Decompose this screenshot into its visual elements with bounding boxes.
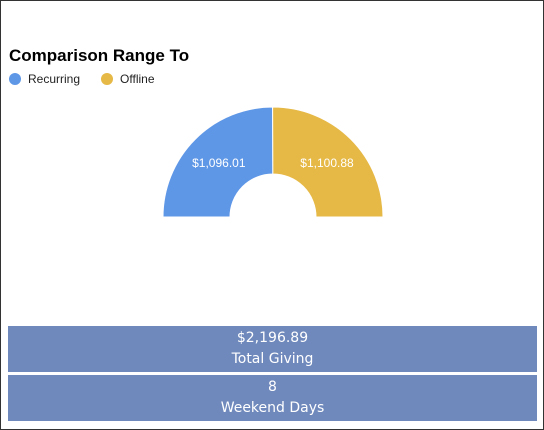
legend-label-offline: Offline [120,72,155,86]
slice-label-offline: $1,100.88 [300,156,354,170]
slice-label-recurring: $1,096.01 [192,156,246,170]
legend-dot-recurring [9,73,21,85]
slice-offline[interactable] [272,107,383,217]
half-donut-chart: $1,096.01 $1,100.88 [163,107,383,217]
weekend-days-card: 8 Weekend Days [8,375,537,421]
chart-title: Comparison Range To [9,46,190,65]
total-giving-card: $2,196.89 Total Giving [8,326,537,372]
weekend-days-label: Weekend Days [220,400,325,416]
slice-recurring[interactable] [163,107,274,217]
legend-dot-offline [101,73,114,85]
total-giving-label: Total Giving [231,351,314,367]
chart-legend: Recurring Offline [9,72,176,86]
weekend-days-value: 8 [268,379,277,395]
legend-item-offline[interactable]: Offline [101,72,155,86]
legend-item-recurring[interactable]: Recurring [9,72,80,86]
total-giving-value: $2,196.89 [236,330,309,346]
legend-label-recurring: Recurring [28,72,81,86]
